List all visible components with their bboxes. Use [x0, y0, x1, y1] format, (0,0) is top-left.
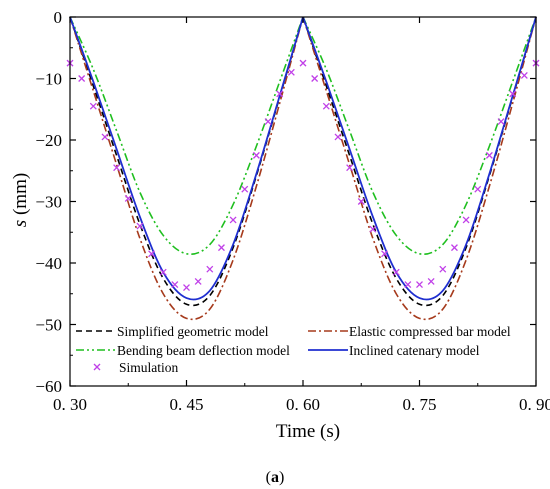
legend-item: Simplified geometric model — [76, 324, 269, 339]
simulation-point — [229, 216, 237, 224]
simulation-point — [474, 185, 482, 193]
series-line-3 — [69, 16, 537, 301]
axes-group: 0. 30 0. 45 0. 60 0. 75 0. 90 0 −10 −20 −30 −40 −5… — [35, 8, 550, 414]
legend-label: Bending beam deflection model — [117, 343, 290, 358]
simulation-point — [217, 244, 225, 252]
legend: Simplified geometric model Elastic compre… — [76, 324, 511, 375]
simulation-point — [346, 164, 354, 172]
legend-item: Inclined catenary model — [308, 343, 480, 358]
legend-item: Simulation — [93, 360, 179, 375]
simulation-point — [194, 277, 202, 285]
simulation-point — [381, 250, 389, 258]
simulation-point — [334, 133, 342, 141]
simulation-point — [148, 250, 156, 258]
y-tick-label: −30 — [35, 193, 62, 212]
simulation-point — [509, 90, 517, 98]
simulation-point — [299, 59, 307, 67]
simulation-point — [171, 281, 179, 288]
legend-label: Simplified geometric model — [117, 324, 269, 339]
legend-label: Simulation — [119, 360, 179, 375]
x-tick-label: 0. 75 — [403, 395, 437, 414]
series-line-0 — [69, 16, 537, 307]
simulation-point — [276, 90, 284, 98]
y-tick-label: −40 — [35, 254, 62, 273]
x-axis-label: Time (s) — [276, 421, 340, 442]
x-tick-label: 0. 45 — [170, 395, 204, 414]
simulation-point — [252, 151, 260, 159]
simulation-point — [369, 225, 377, 233]
simulation-point — [89, 102, 97, 110]
simulation-point — [416, 281, 423, 288]
y-tick-label: −10 — [35, 70, 62, 89]
simulation-point — [450, 244, 458, 252]
simulation-point — [404, 281, 412, 288]
simulation-point — [462, 216, 470, 224]
y-tick-label: 0 — [54, 8, 63, 27]
simulation-point — [357, 198, 365, 205]
simulation-point — [101, 133, 109, 141]
simulation-point — [427, 277, 435, 285]
simulation-point — [264, 118, 272, 126]
y-axis-label-unit: (mm) — [10, 173, 31, 220]
simulation-point — [311, 75, 319, 82]
x-tick-label: 0. 60 — [286, 395, 320, 414]
simulation-point — [78, 75, 86, 82]
y-axis-label: s (mm) — [10, 173, 31, 227]
y-axis-label-symbol: s — [10, 220, 31, 227]
simulation-point — [183, 284, 190, 292]
x-tick-label: 0. 90 — [519, 395, 550, 414]
x-tick-label: 0. 30 — [53, 395, 87, 414]
y-tick-label: −20 — [35, 131, 62, 150]
simulation-point — [485, 151, 493, 159]
simulation-point — [287, 68, 295, 76]
simulation-point — [136, 222, 144, 230]
simulation-point — [206, 265, 214, 273]
figure-caption: (a) — [266, 469, 285, 486]
simulation-point — [392, 268, 400, 276]
simulation-point — [124, 194, 132, 202]
simulation-point — [159, 268, 167, 276]
simulation-point — [497, 118, 505, 126]
legend-label: Elastic compressed bar model — [349, 324, 511, 339]
simulation-point — [113, 164, 121, 172]
simulation-point — [439, 265, 447, 273]
y-tick-label: −50 — [35, 316, 62, 335]
series-line-1 — [69, 16, 537, 321]
series-group — [66, 16, 540, 321]
legend-marker — [93, 363, 101, 371]
simulation-point — [322, 102, 330, 110]
simulation-point — [520, 71, 528, 79]
legend-item: Elastic compressed bar model — [308, 324, 511, 339]
series-simulation — [66, 59, 540, 292]
legend-label: Inclined catenary model — [349, 343, 480, 358]
y-tick-label: −60 — [35, 377, 62, 396]
legend-item: Bending beam deflection model — [76, 343, 290, 358]
simulation-point — [241, 185, 249, 193]
